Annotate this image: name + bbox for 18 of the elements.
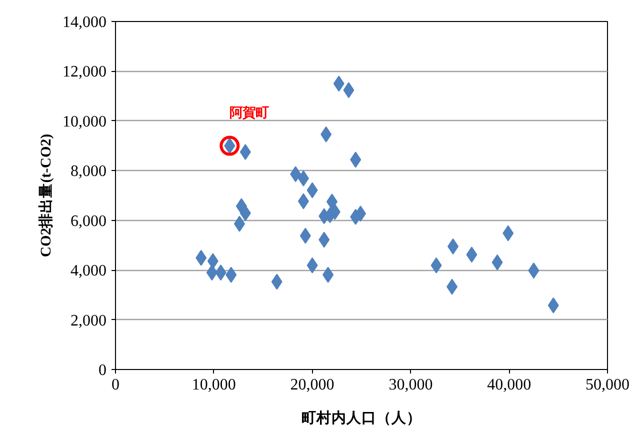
x-tick-label: 0 bbox=[112, 376, 120, 394]
y-tick-label: 0 bbox=[98, 362, 106, 379]
y-tick-label: 12,000 bbox=[62, 64, 106, 81]
y-axis-title: CO2排出量(t-CO2) bbox=[38, 134, 54, 258]
y-tick-label: 4,000 bbox=[70, 262, 106, 280]
point bbox=[240, 144, 251, 160]
annotation: 阿賀町 bbox=[230, 104, 269, 120]
x-tick-label: 40,000 bbox=[487, 376, 532, 394]
x-axis-title: 町村内人口（人） bbox=[302, 410, 422, 426]
y-tick-label: 10,000 bbox=[62, 113, 106, 130]
x-tick-label: 30,000 bbox=[388, 376, 433, 394]
y-tick-label: 14,000 bbox=[62, 14, 106, 31]
y-tick-label: 2,000 bbox=[70, 312, 106, 330]
x-tick-label: 50,000 bbox=[586, 376, 630, 394]
x-tick-label: 20,000 bbox=[290, 376, 334, 394]
y-tick-label: 6,000 bbox=[70, 212, 106, 230]
x-tick-label: 10,000 bbox=[192, 376, 236, 394]
y-tick-label: 8,000 bbox=[70, 163, 106, 180]
